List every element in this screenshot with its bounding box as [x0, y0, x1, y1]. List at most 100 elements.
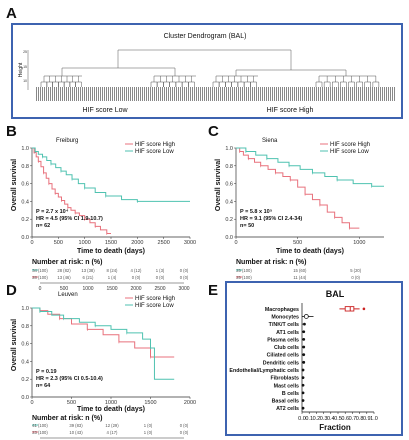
ylabel-c: Overall survival [215, 159, 222, 211]
km-curve-low [32, 307, 175, 380]
y-tick-label: 0.2 [225, 217, 233, 223]
x-tick-label: 0.3 [320, 416, 328, 422]
risk-axis-tick: 0 [39, 286, 42, 292]
cohort-label-b: Freiburg [56, 138, 78, 144]
data-point [303, 322, 306, 326]
panel-c: C Siena HIF score High HIF score Low 0 50… [208, 123, 384, 292]
x-tick-label: 0.2 [313, 416, 321, 422]
outlier-point [362, 307, 366, 311]
x-tick-label: 1000 [79, 240, 91, 246]
x-tick-label: 2500 [158, 240, 170, 246]
x-tick-label: 0.8 [356, 416, 364, 422]
risk-axis-tick: 3000 [178, 286, 189, 292]
cohort-label-c: Siena [262, 138, 278, 144]
y-tick-label: 1.0 [21, 306, 29, 312]
risk-cell: 13 (38) [81, 268, 95, 273]
panel-e: E BAL 0.0 0.1 0.2 0.3 0.4 0.5 0.6 0.7 0.8 0.9 1.0 M… [208, 281, 403, 436]
risk-axis-tick: 500 [60, 286, 69, 292]
cell-type-label: B cells [282, 391, 299, 397]
group-label-high: HIF score High [267, 107, 314, 114]
cell-type-label: Basal cells [272, 399, 299, 405]
cell-type-label: Ciliated cells [267, 353, 299, 359]
panel-letter-a: A [6, 5, 17, 22]
risk-cell: 39 (83) [69, 423, 83, 428]
cell-type-label: Club cells [274, 345, 299, 351]
cell-type-label: AT1 cells [276, 330, 299, 336]
data-point [301, 391, 305, 395]
risk-title-b: Number at risk: n (%) [32, 259, 102, 266]
risk-cell: 28 (100) [32, 275, 48, 280]
xlabel-c: Time to death (days) [276, 248, 344, 255]
risk-cell: 8 (24) [107, 268, 119, 273]
y-tick-label: 1.0 [21, 146, 29, 152]
risk-cell: 0 (0) [180, 423, 189, 428]
y-tick-label: 0.6 [225, 182, 233, 188]
risk-cell: 4 (17) [107, 430, 119, 435]
risk-axis-tick: 2500 [154, 286, 165, 292]
panel-letter-b: B [6, 123, 17, 140]
risk-cell: 34 (100) [32, 268, 48, 273]
data-point [301, 399, 305, 402]
box-macrophages [344, 306, 355, 312]
cell-type-label: Monocytes [271, 314, 299, 320]
x-tick-label: 1.0 [370, 416, 378, 422]
risk-title-d: Number at risk: n (%) [32, 415, 102, 422]
panel-a-frame [11, 23, 403, 119]
risk-cell: 23 (100) [32, 430, 48, 435]
y-tick-label: 0.6 [21, 342, 29, 348]
x-tick-label: 500 [54, 240, 63, 246]
km-chart-d: 0 500 1000 1500 2000 0.0 0.2 0.4 0.6 0.8 1.0 [21, 306, 196, 406]
risk-cell: 28 (82) [57, 268, 71, 273]
y-tick-label: 0.8 [21, 164, 29, 170]
x-tick-label: 0 [234, 240, 237, 246]
risk-cell: 1 (0) [144, 430, 153, 435]
risk-cell: 0 (0) [180, 268, 189, 273]
panel-letter-e: E [208, 282, 218, 299]
data-point [301, 376, 305, 380]
legend-c-high-label: HIF score High [330, 142, 370, 148]
panel-d: D Leuven HIF score High HIF score Low 0 5… [6, 282, 196, 439]
y-tick-label: 0.4 [21, 359, 29, 365]
data-point [301, 406, 305, 410]
pvalue-c: P = 5.8 x 10⁵ [240, 209, 273, 215]
km-curve-low [32, 147, 190, 202]
y-tick-label: 0.4 [21, 199, 29, 205]
risk-table-d: 41 (100) 39 (83) 12 (29) 1 (0) 0 (0) 23 (100)… [32, 423, 189, 439]
y-tick-label: 0.2 [21, 217, 29, 223]
risk-cell: 10 (43) [69, 430, 83, 435]
x-tick-label: 1000 [105, 400, 117, 406]
data-point [301, 383, 305, 387]
y-tick-label: 0.2 [21, 377, 29, 383]
cohort-label-d: Leuven [58, 292, 78, 298]
x-tick-label: 0.6 [341, 416, 349, 422]
cell-type-label: T/NK/T cells [269, 322, 299, 328]
dendrogram-leaf-labels [36, 87, 396, 101]
hr-c: HR = 9.1 (95% CI 2.4-34) [240, 216, 302, 222]
risk-cell: 0 (0) [351, 275, 360, 280]
cell-type-label: Mast cells [274, 383, 299, 389]
fraction-chart-e: 0.0 0.1 0.2 0.3 0.4 0.5 0.6 0.7 0.8 0.9 1.0 Macroph… [229, 303, 378, 422]
n-d: n= 64 [36, 383, 51, 389]
x-tick-label: 0.5 [334, 416, 342, 422]
group-label-low: HIF score Low [82, 107, 128, 114]
cell-type-label: Fibroblasts [270, 376, 299, 382]
pvalue-b: P = 2.7 x 10⁴ [36, 209, 69, 215]
x-tick-label: 0.4 [327, 416, 335, 422]
risk-axis-tick: 1000 [82, 286, 93, 292]
risk-cell: 5 (20) [350, 268, 362, 273]
legend-d: HIF score High HIF score Low [125, 296, 175, 309]
legend-b-low-label: HIF score Low [135, 149, 174, 155]
dendrogram-ytick-1: 25 [23, 50, 27, 54]
legend-c: HIF score High HIF score Low [320, 142, 370, 155]
x-tick-label: 2000 [131, 240, 143, 246]
dendrogram-ylabel: Height [18, 62, 24, 77]
panel-letter-d: D [6, 282, 17, 299]
dendrogram-tree [40, 49, 380, 87]
data-point [303, 314, 309, 319]
risk-cell: 15 (60) [293, 268, 307, 273]
pvalue-d: P = 0.19 [36, 369, 57, 375]
risk-table-b: 34 (100) 28 (82) 13 (38) 8 (24) 4 (12) 1 (3) 0… [32, 268, 190, 292]
panel-e-frame [225, 281, 403, 436]
ylabel-d: Overall survival [11, 319, 18, 371]
risk-axis-tick: 2000 [130, 286, 141, 292]
